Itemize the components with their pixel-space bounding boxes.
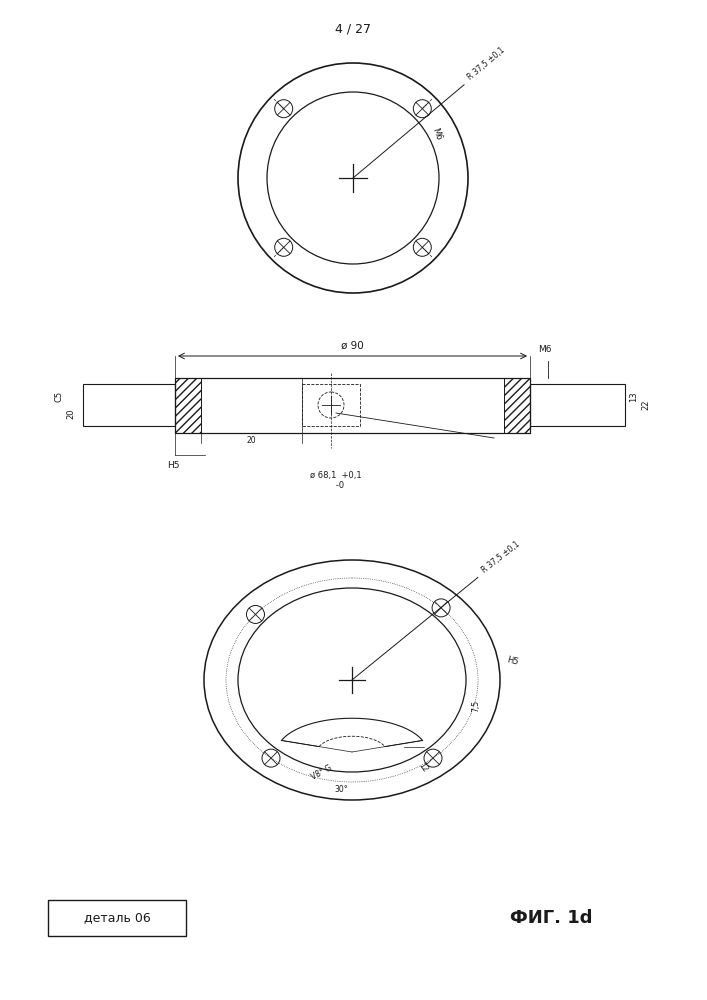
Text: деталь 06: деталь 06 (83, 912, 151, 924)
Text: 12: 12 (417, 761, 430, 774)
Bar (175, 378, 530, 433)
Text: 22: 22 (641, 400, 650, 410)
Text: ø 90: ø 90 (341, 341, 364, 351)
Text: ФИГ. 1d: ФИГ. 1d (510, 909, 592, 927)
Text: R 37,5 ±0,1: R 37,5 ±0,1 (480, 539, 521, 574)
Bar (48, 900, 186, 936)
Bar (530, 384, 625, 426)
Text: M6: M6 (538, 345, 551, 354)
Text: 7,5: 7,5 (471, 700, 480, 712)
Text: H5: H5 (506, 655, 520, 667)
Bar (504, 378, 530, 433)
Text: V8° G: V8° G (310, 764, 334, 782)
Text: R 37,5 ±0,1: R 37,5 ±0,1 (466, 46, 507, 82)
Text: H5: H5 (167, 461, 180, 470)
Text: 4 / 27: 4 / 27 (335, 22, 371, 35)
Bar (175, 378, 201, 433)
Text: 20: 20 (66, 408, 75, 419)
Text: 20: 20 (247, 436, 257, 445)
Text: ø 68,1  +0,1
   -0: ø 68,1 +0,1 -0 (310, 471, 362, 490)
Text: C5: C5 (54, 391, 63, 402)
Text: 13: 13 (629, 391, 638, 402)
Bar (302, 384, 360, 426)
Bar (83, 384, 175, 426)
Text: 30°: 30° (334, 785, 348, 794)
Text: M6: M6 (431, 127, 443, 142)
